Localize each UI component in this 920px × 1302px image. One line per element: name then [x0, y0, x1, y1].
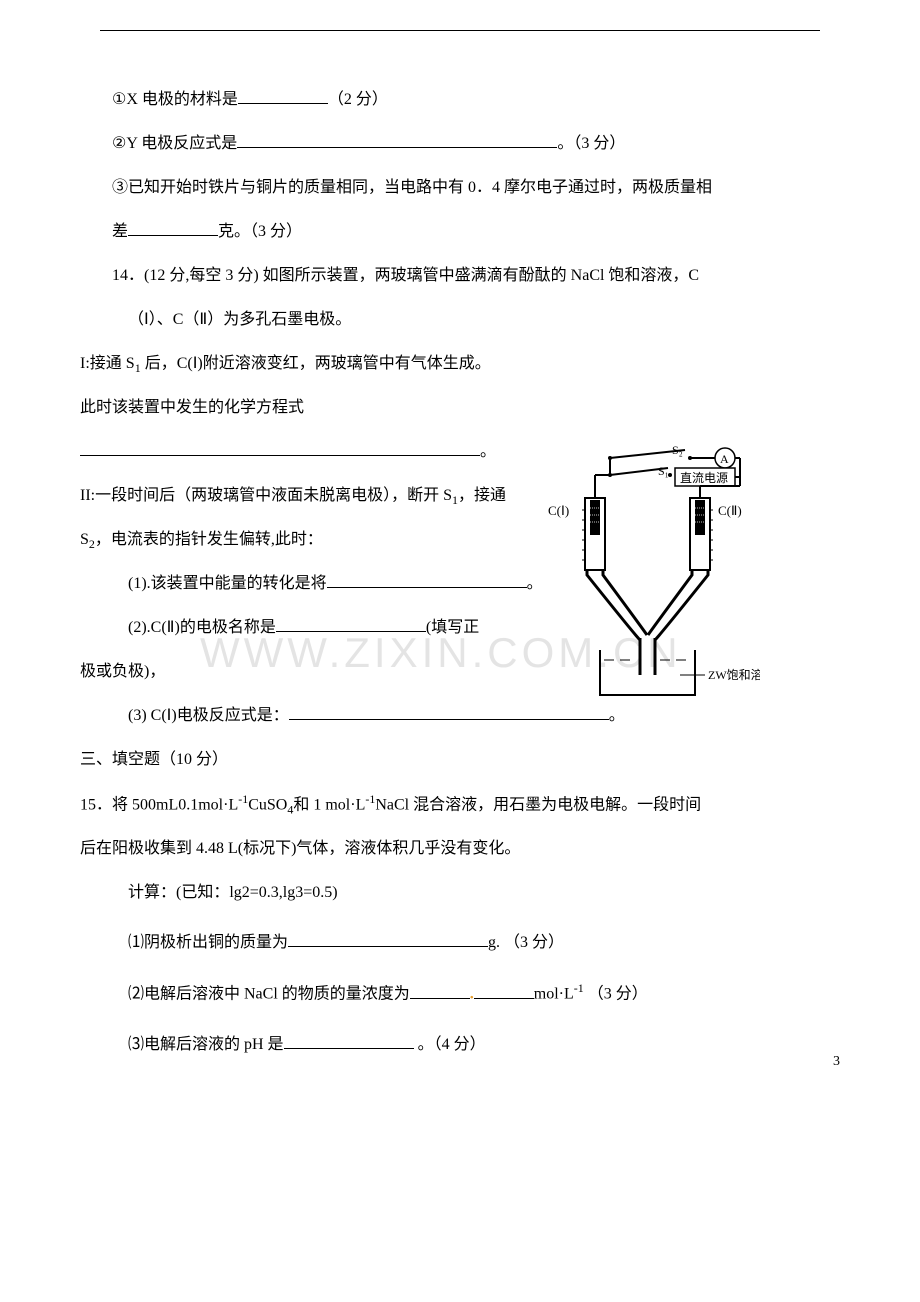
q14-s2c: 极或负极)，: [80, 663, 165, 680]
q14-p2b: ，接通: [458, 487, 506, 504]
q14-s2a: (2).C(Ⅱ)的电极名称是: [128, 619, 276, 636]
q15-calc-text: 计算：(已知：lg2=0.3,lg3=0.5): [128, 884, 338, 901]
q15-ha: 15．将 500mL0.1mol·L: [80, 796, 238, 813]
q14-p1c: 此时该装置中发生的化学方程式: [80, 399, 304, 416]
blank: [289, 704, 609, 720]
q14-p1b: 后，C(Ⅰ)附近溶液变红，两玻璃管中有气体生成。: [141, 355, 491, 372]
q14-header-text: 14．(12 分,每空 3 分) 如图所示装置，两玻璃管中盛满滴有酚酞的 NaC…: [112, 267, 699, 284]
q14-part1a: I:接通 S1 后，C(Ⅰ)附近溶液变红，两玻璃管中有气体生成。: [80, 344, 840, 384]
q13-item1: ①X 电极的材料是 （2 分）: [80, 80, 840, 120]
q15-hc: 和 1 mol·L: [293, 796, 365, 813]
blank: [474, 983, 534, 999]
q13-item2-text: ②Y 电极反应式是: [112, 135, 237, 152]
blank: [284, 1033, 414, 1049]
q15-s2a: ⑵电解后溶液中 NaCl 的物质的量浓度为: [128, 986, 410, 1003]
sup-1c: -1: [574, 981, 584, 995]
q13-item3b: 差 克。（3 分）: [80, 212, 840, 252]
q14-sub2: (2).C(Ⅱ)的电极名称是 (填写正: [80, 608, 840, 648]
q15-header: 15．将 500mL0.1mol·L-1CuSO4和 1 mol·L-1NaCl…: [80, 784, 840, 825]
q15-s2c: （3 分）: [584, 986, 648, 1003]
q15-calc: 计算：(已知：lg2=0.3,lg3=0.5): [80, 873, 840, 913]
q15-header-e: 后在阳极收集到 4.48 L(标况下)气体，溶液体积几乎没有变化。: [80, 829, 840, 869]
blank: [237, 132, 557, 148]
blank: [327, 572, 527, 588]
q14-part1c: 此时该装置中发生的化学方程式: [80, 388, 840, 428]
q14-s1b: 。: [527, 575, 543, 592]
q14-p1a: I:接通 S: [80, 355, 135, 372]
q14-header2: （Ⅰ）、C（Ⅱ）为多孔石墨电极。: [80, 300, 840, 340]
q15-s1a: ⑴阴极析出铜的质量为: [128, 934, 288, 951]
q15-hd: NaCl 混合溶液，用石墨为电极电解。一段时间: [375, 796, 701, 813]
q14-p2c: S: [80, 531, 89, 548]
q13-item1-score: （2 分）: [328, 91, 388, 108]
q14-sub2c: 极或负极)，: [80, 652, 840, 692]
page-content: ①X 电极的材料是（2 分） ②Y 电极反应式是。（3 分） ③已知开始时铁片与…: [80, 80, 840, 1065]
blank: [288, 931, 488, 947]
section3-title: 三、填空题（10 分）: [80, 740, 840, 780]
q13-item2-score: 。（3 分）: [557, 135, 625, 152]
blank: [276, 616, 426, 632]
q13-item3-text-a: ③已知开始时铁片与铜片的质量相同，当电路中有 0．4 摩尔电子通过时，两极质量相: [112, 179, 712, 196]
blank: [238, 88, 328, 104]
q15-s2b: mol·L: [534, 986, 574, 1003]
q14-s2b: (填写正: [426, 619, 479, 636]
q13-item3-text-b: 差: [112, 223, 128, 240]
q14-s1a: (1).该装置中能量的转化是将: [128, 575, 327, 592]
q15-sub1: ⑴阴极析出铜的质量为 g. （3 分）: [80, 923, 840, 963]
q14-sub3: (3) C(Ⅰ)电极反应式是： 。: [80, 696, 840, 736]
q13-item3a: ③已知开始时铁片与铜片的质量相同，当电路中有 0．4 摩尔电子通过时，两极质量相: [80, 168, 840, 208]
section3-title-text: 三、填空题（10 分）: [80, 751, 228, 768]
q14-part2c: S2，电流表的指针发生偏转,此时：: [80, 520, 840, 560]
q14-header2-text: （Ⅰ）、C（Ⅱ）为多孔石墨电极。: [128, 311, 351, 328]
blank: [128, 220, 218, 236]
q13-item1-text: ①X 电极的材料是: [112, 91, 238, 108]
q13-item3-text-c: 克。（3 分）: [218, 223, 302, 240]
header-rule: [100, 30, 820, 31]
q14-p2a: II:一段时间后（两玻璃管中液面未脱离电极），断开 S: [80, 487, 452, 504]
q14-p1end: 。: [480, 443, 496, 460]
q15-sub3: ⑶电解后溶液的 pH 是 。（4 分）: [80, 1025, 840, 1065]
blank: [80, 440, 480, 456]
q14-part1-blank: 。: [80, 432, 840, 472]
q14-header: 14．(12 分,每空 3 分) 如图所示装置，两玻璃管中盛满滴有酚酞的 NaC…: [80, 256, 840, 296]
q15-he: 后在阳极收集到 4.48 L(标况下)气体，溶液体积几乎没有变化。: [80, 840, 520, 857]
q15-s1b: g. （3 分）: [488, 934, 564, 951]
q15-hb: CuSO: [248, 796, 287, 813]
q13-item2: ②Y 电极反应式是 。（3 分）: [80, 124, 840, 164]
q14-part2a: II:一段时间后（两玻璃管中液面未脱离电极），断开 S1，接通: [80, 476, 840, 516]
q14-sub1: (1).该装置中能量的转化是将 。: [80, 564, 840, 604]
q15-s3a: ⑶电解后溶液的 pH 是: [128, 1036, 284, 1053]
q14-p2d: ，电流表的指针发生偏转,此时：: [95, 531, 323, 548]
blank: [410, 983, 470, 999]
q15-sub2: ⑵电解后溶液中 NaCl 的物质的量浓度为.mol·L-1 （3 分）: [80, 973, 840, 1014]
q14-s3a: (3) C(Ⅰ)电极反应式是：: [128, 707, 289, 724]
q15-s3b: 。（4 分）: [414, 1036, 486, 1053]
sup-1a: -1: [238, 792, 248, 806]
sup-1b: -1: [365, 792, 375, 806]
q14-s3b: 。: [609, 707, 625, 724]
